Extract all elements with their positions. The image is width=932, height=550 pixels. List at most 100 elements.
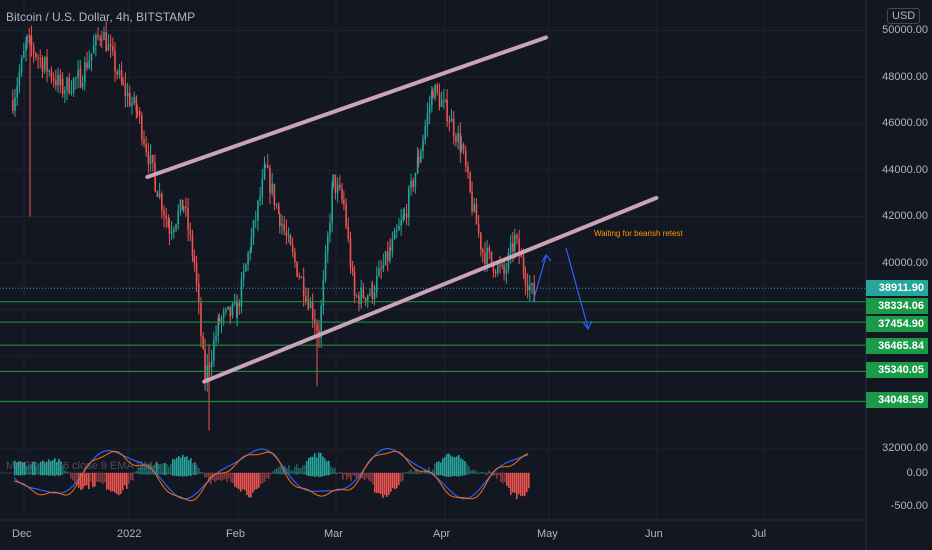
candle-body xyxy=(275,204,278,206)
candle-body xyxy=(296,261,298,277)
macd-histogram-bar xyxy=(452,456,454,477)
macd-histogram-bar xyxy=(524,473,526,496)
candle-body xyxy=(168,226,171,234)
macd-histogram-bar xyxy=(522,473,524,497)
candle-body xyxy=(97,35,99,38)
macd-histogram-bar xyxy=(186,456,188,477)
macd-histogram-bar xyxy=(258,473,260,488)
macd-histogram-bar xyxy=(128,473,130,484)
candle-body xyxy=(118,70,121,75)
arrow-head xyxy=(541,253,552,263)
macd-histogram-bar xyxy=(226,473,228,482)
macd-histogram-bar xyxy=(228,473,230,479)
macd-histogram-bar xyxy=(214,473,216,483)
candle-body xyxy=(173,228,175,232)
macd-histogram-bar xyxy=(346,473,348,480)
candle-body xyxy=(426,112,429,126)
price-axis-label: 42000.00 xyxy=(882,210,928,222)
macd-histogram-bar xyxy=(520,473,522,496)
macd-histogram-bar xyxy=(366,473,368,478)
level-price-tag: 35340.05 xyxy=(866,362,928,378)
macd-legend[interactable]: MACD 12 26 close 9 EMA EMA xyxy=(6,460,161,472)
macd-histogram-bar xyxy=(138,468,140,474)
candle-body xyxy=(386,251,389,261)
candle-body xyxy=(92,45,95,54)
macd-histogram-bar xyxy=(510,473,512,495)
candle-body xyxy=(462,144,465,151)
macd-histogram-bar xyxy=(498,473,500,476)
macd-histogram-bar xyxy=(456,456,458,477)
candle-body xyxy=(135,97,138,112)
candle-body xyxy=(215,335,217,341)
candle-body xyxy=(358,295,360,305)
macd-histogram-bar xyxy=(432,469,434,474)
level-price-tag: 37454.90 xyxy=(866,316,928,332)
candle-body xyxy=(366,295,369,301)
candle-body xyxy=(84,62,86,83)
candle-body xyxy=(161,193,163,211)
candle-body xyxy=(193,255,196,264)
macd-histogram-bar xyxy=(22,462,24,476)
macd-histogram-bar xyxy=(444,456,446,477)
macd-histogram-bar xyxy=(332,467,334,475)
candle-body xyxy=(35,53,37,58)
level-price-tag: 38334.06 xyxy=(866,298,928,314)
macd-histogram-bar xyxy=(352,473,354,475)
candle-body xyxy=(61,79,64,94)
macd-histogram-bar xyxy=(120,473,122,494)
macd-histogram-bar xyxy=(156,462,158,476)
macd-histogram-bar xyxy=(414,470,416,474)
macd-histogram-bar xyxy=(54,458,56,476)
macd-histogram-bar xyxy=(392,473,394,489)
candle-body xyxy=(170,231,173,234)
candle-body xyxy=(529,285,531,291)
price-axis-label: 44000.00 xyxy=(882,164,928,176)
macd-histogram-bar xyxy=(188,460,190,476)
candle-body xyxy=(499,264,501,266)
candle-body xyxy=(311,302,314,320)
macd-histogram-bar xyxy=(278,466,280,475)
candle-body xyxy=(48,70,51,72)
candle-body xyxy=(484,252,486,264)
macd-histogram-bar xyxy=(394,473,396,490)
currency-button[interactable]: USD xyxy=(887,8,921,24)
candle-body xyxy=(417,156,420,163)
candle-body xyxy=(382,264,385,269)
candle-body xyxy=(28,35,31,37)
candle-body xyxy=(112,46,114,51)
candle-body xyxy=(225,308,227,312)
macd-histogram-bar xyxy=(44,462,46,476)
macd-histogram-bar xyxy=(238,473,240,490)
candle-body xyxy=(37,57,39,59)
macd-histogram-bar xyxy=(296,464,298,475)
candle-body xyxy=(464,150,467,167)
macd-histogram-bar xyxy=(302,465,304,475)
candle-body xyxy=(136,111,139,113)
candle-body xyxy=(70,91,73,94)
candle-body xyxy=(95,35,97,46)
macd-histogram-bar xyxy=(148,463,150,475)
candle-body xyxy=(149,154,152,164)
candle-body xyxy=(227,306,229,309)
candle-body xyxy=(414,173,417,187)
candle-body xyxy=(269,167,271,194)
candle-body xyxy=(410,180,412,189)
macd-histogram-bar xyxy=(264,473,266,482)
candle-body xyxy=(375,275,378,293)
macd-histogram-bar xyxy=(48,459,50,476)
candle-body xyxy=(505,269,508,274)
macd-histogram-bar xyxy=(122,473,124,491)
candle-body xyxy=(336,184,339,193)
candle-body xyxy=(398,225,400,231)
candle-body xyxy=(263,166,266,179)
candle-body xyxy=(131,103,133,106)
macd-histogram-bar xyxy=(242,473,244,490)
macd-histogram-bar xyxy=(98,473,100,482)
macd-histogram-bar xyxy=(58,458,60,476)
macd-histogram-bar xyxy=(344,473,346,475)
candle-body xyxy=(252,220,255,238)
macd-histogram-bar xyxy=(270,473,272,475)
macd-histogram-bar xyxy=(218,473,220,480)
macd-histogram-bar xyxy=(220,473,222,481)
